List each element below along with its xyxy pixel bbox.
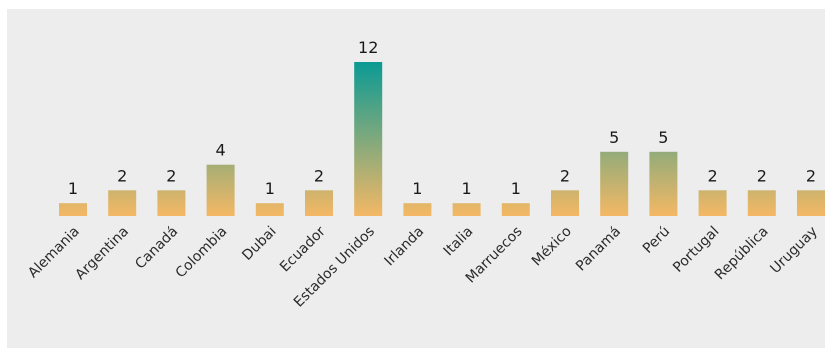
x-tick-label-italia: Italia — [441, 224, 477, 260]
x-tick-label-méxico: México — [529, 224, 575, 270]
bar-república[interactable] — [747, 190, 776, 216]
bar-ecuador[interactable] — [305, 190, 333, 216]
value-label-portugal: 2 — [708, 166, 718, 185]
bar-panamá[interactable] — [600, 151, 629, 216]
value-label-italia: 1 — [462, 179, 472, 198]
bar-argentina[interactable] — [108, 190, 137, 216]
value-label-uruguay: 2 — [806, 166, 816, 185]
value-label-ecuador: 2 — [314, 166, 324, 185]
value-label-canadá: 2 — [166, 166, 176, 185]
value-label-república: 2 — [757, 166, 767, 185]
bars-group — [59, 62, 825, 216]
bar-estados-unidos[interactable] — [354, 62, 383, 216]
x-tick-label-dubai: Dubai — [239, 224, 279, 264]
bar-perú[interactable] — [649, 151, 678, 216]
x-tick-label-república: República — [712, 224, 772, 284]
x-tick-label-panamá: Panamá — [573, 224, 624, 275]
x-tick-label-ecuador: Ecuador — [277, 223, 329, 275]
value-label-irlanda: 1 — [412, 179, 422, 198]
bar-italia[interactable] — [452, 203, 481, 216]
value-label-estados-unidos: 12 — [358, 38, 378, 57]
bar-uruguay[interactable] — [797, 190, 825, 216]
value-label-argentina: 2 — [117, 166, 127, 185]
x-tick-label-uruguay: Uruguay — [767, 224, 820, 277]
x-tick-label-colombia: Colombia — [173, 224, 231, 282]
value-label-colombia: 4 — [216, 141, 226, 160]
bar-canadá[interactable] — [157, 190, 186, 216]
value-label-alemania: 1 — [68, 179, 78, 198]
x-tick-label-argentina: Argentina — [72, 224, 132, 284]
x-tick-label-perú: Perú — [640, 224, 673, 257]
value-label-dubai: 1 — [265, 179, 275, 198]
x-tick-label-canadá: Canadá — [132, 224, 181, 273]
value-label-perú: 5 — [658, 128, 668, 147]
bar-irlanda[interactable] — [403, 203, 432, 216]
value-label-panamá: 5 — [609, 128, 619, 147]
bar-dubai[interactable] — [255, 203, 284, 216]
bar-marruecos[interactable] — [501, 203, 530, 216]
bar-colombia[interactable] — [206, 164, 235, 216]
bar-portugal[interactable] — [698, 190, 727, 216]
x-tick-label-irlanda: Irlanda — [381, 224, 427, 270]
bar-méxico[interactable] — [551, 190, 579, 216]
chart-panel — [7, 9, 825, 348]
value-label-méxico: 2 — [560, 166, 570, 185]
bar-alemania[interactable] — [59, 203, 87, 216]
value-label-marruecos: 1 — [511, 179, 521, 198]
